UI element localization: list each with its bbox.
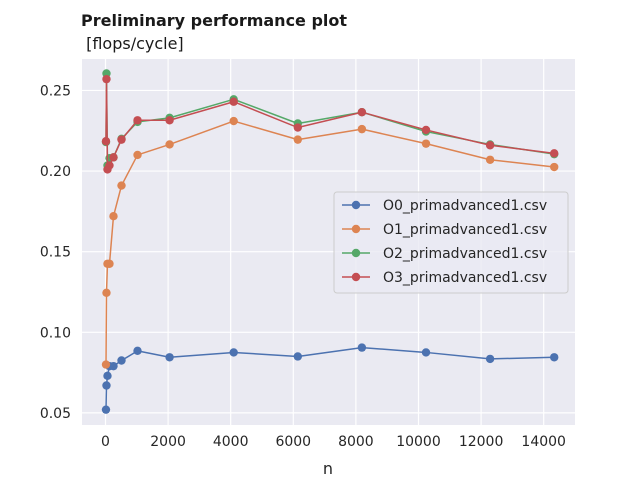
data-point xyxy=(133,116,142,125)
data-point xyxy=(101,360,111,369)
legend-marker xyxy=(351,200,361,210)
legend-marker xyxy=(351,224,361,234)
data-point xyxy=(421,348,431,357)
data-point xyxy=(550,162,559,172)
data-point xyxy=(117,135,126,144)
data-point xyxy=(109,212,118,221)
data-point xyxy=(421,139,431,148)
x-tick-label: 14000 xyxy=(521,434,566,450)
legend-label: O1_primadvanced1.csv xyxy=(383,222,547,238)
data-point xyxy=(101,405,111,414)
y-tick-labels: 0.05 0.10 0.15 0.20 0.25 xyxy=(40,83,71,421)
x-tick-label: 4000 xyxy=(213,434,249,450)
data-point xyxy=(357,124,367,134)
legend-marker xyxy=(351,272,361,282)
legend-item: O1_primadvanced1.csv xyxy=(342,222,547,238)
data-point xyxy=(293,123,302,132)
y-tick-label: 0.10 xyxy=(40,325,71,341)
data-point xyxy=(357,108,367,117)
x-tick-label: 6000 xyxy=(275,434,311,450)
data-point xyxy=(421,125,431,135)
legend-marker xyxy=(351,248,361,258)
series-group xyxy=(101,69,559,414)
x-axis-label: n xyxy=(323,459,333,478)
y-tick-label: 0.20 xyxy=(40,164,71,180)
data-point xyxy=(105,161,114,170)
legend-box xyxy=(333,191,569,294)
data-point xyxy=(229,116,238,126)
series-o3 xyxy=(101,74,559,174)
data-point xyxy=(229,348,238,357)
chart-subtitle: [flops/cycle] xyxy=(81,34,184,53)
data-point xyxy=(550,353,559,362)
data-point xyxy=(550,149,559,158)
legend-label: O2_primadvanced1.csv xyxy=(383,246,547,262)
x-tick-label: 0 xyxy=(101,434,110,450)
data-point xyxy=(293,352,302,361)
data-point xyxy=(109,361,118,371)
data-point xyxy=(485,354,495,364)
data-point xyxy=(117,356,126,365)
legend-item: O3_primadvanced1.csv xyxy=(342,270,547,286)
data-point xyxy=(293,135,302,144)
data-point xyxy=(109,153,118,162)
data-point xyxy=(102,288,111,297)
legend-item: O0_primadvanced1.csv xyxy=(342,198,547,214)
data-point xyxy=(133,346,142,356)
y-tick-label: 0.15 xyxy=(40,245,71,261)
y-tick-label: 0.25 xyxy=(40,83,71,99)
data-point xyxy=(105,259,114,268)
x-tick-label: 2000 xyxy=(150,434,186,450)
data-point xyxy=(117,181,126,190)
y-tick-label: 0.05 xyxy=(40,406,71,422)
legend-label: O0_primadvanced1.csv xyxy=(383,198,547,214)
data-point xyxy=(485,141,495,150)
data-point xyxy=(165,140,174,149)
x-tick-label: 10000 xyxy=(396,434,441,450)
legend: O0_primadvanced1.csv O1_primadvanced1.csv… xyxy=(333,191,569,294)
legend-label: O3_primadvanced1.csv xyxy=(383,270,547,286)
series-o1 xyxy=(101,116,559,369)
data-point xyxy=(102,74,111,84)
data-point xyxy=(229,97,238,106)
data-point xyxy=(101,137,111,146)
data-point xyxy=(165,353,174,362)
chart-title: Preliminary performance plot xyxy=(81,11,347,30)
x-tick-label: 8000 xyxy=(338,434,374,450)
legend-item: O2_primadvanced1.csv xyxy=(342,246,547,262)
data-point xyxy=(103,371,112,381)
data-point xyxy=(165,116,174,125)
data-point xyxy=(485,155,495,164)
x-tick-labels: 0 2000 4000 6000 8000 10000 12000 14000 xyxy=(101,434,566,450)
series-o0 xyxy=(101,343,559,414)
x-tick-label: 12000 xyxy=(459,434,504,450)
data-point xyxy=(102,381,111,390)
data-point xyxy=(357,343,367,352)
data-point xyxy=(133,150,142,160)
